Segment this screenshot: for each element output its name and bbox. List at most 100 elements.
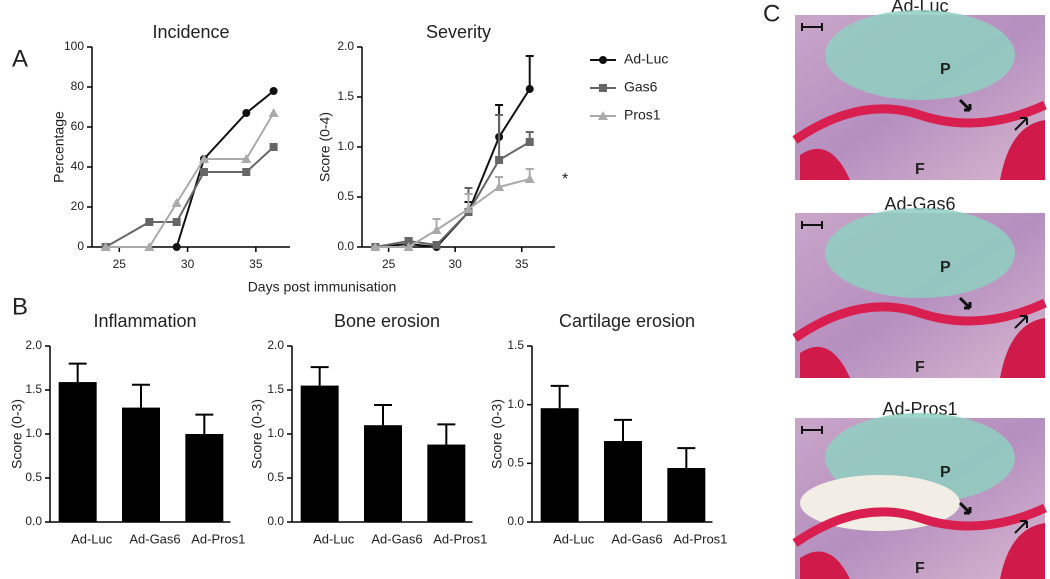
bar bbox=[364, 425, 402, 522]
cartilage bbox=[825, 208, 1015, 298]
y-tick-label: 0.5 bbox=[267, 470, 284, 484]
bone bbox=[800, 523, 1045, 579]
x-tick-label: Ad-Pros1 bbox=[433, 531, 487, 546]
point bbox=[370, 242, 381, 251]
point bbox=[524, 174, 535, 183]
point bbox=[199, 168, 208, 176]
error-bar bbox=[677, 447, 696, 469]
point bbox=[268, 108, 279, 117]
x-tick-label: Ad-Pros1 bbox=[673, 531, 727, 546]
bar bbox=[604, 441, 642, 522]
x-tick-label: 25 bbox=[382, 257, 396, 271]
x-tick-label: Ad-Gas6 bbox=[371, 531, 422, 546]
y-tick-label: 2.0 bbox=[25, 338, 42, 352]
y-tick-label: 1.0 bbox=[337, 139, 354, 153]
bone bbox=[800, 318, 1045, 378]
x-tick-label: Ad-Luc bbox=[553, 531, 595, 546]
region-label: F bbox=[915, 359, 925, 376]
x-tick-label: 25 bbox=[113, 257, 127, 271]
point bbox=[525, 85, 534, 93]
series-line bbox=[375, 141, 531, 248]
y-tick-label: 1.5 bbox=[507, 338, 524, 352]
error-bar bbox=[550, 384, 569, 409]
error-bar bbox=[68, 362, 87, 383]
y-tick-label: 1.5 bbox=[25, 382, 42, 396]
y-tick-label: 2.0 bbox=[337, 39, 354, 53]
y-tick-label: 0 bbox=[77, 239, 84, 253]
bar bbox=[185, 434, 224, 522]
error-bar bbox=[310, 366, 329, 386]
y-tick-label: 0.0 bbox=[25, 514, 42, 528]
point bbox=[242, 109, 251, 117]
panel-label: A bbox=[12, 45, 28, 72]
point bbox=[145, 218, 154, 226]
y-tick-label: 2.0 bbox=[267, 338, 284, 352]
bone bbox=[800, 120, 1045, 180]
point bbox=[241, 154, 252, 163]
error-bar bbox=[525, 55, 534, 89]
y-tick-label: 0.0 bbox=[337, 239, 354, 253]
x-axis-label: Days post immunisation bbox=[248, 279, 397, 295]
x-tick-label: 35 bbox=[515, 257, 529, 271]
legend-label: Gas6 bbox=[624, 79, 658, 95]
series-line bbox=[375, 178, 530, 248]
y-tick-label: 1.0 bbox=[507, 397, 524, 411]
point bbox=[269, 143, 278, 151]
scale-bar bbox=[801, 426, 823, 434]
y-tick-label: 1.0 bbox=[25, 426, 42, 440]
y-tick-label: 60 bbox=[71, 119, 85, 133]
series-line bbox=[375, 88, 531, 249]
point bbox=[100, 242, 111, 251]
y-tick-label: 0.0 bbox=[507, 514, 524, 528]
scale-bar bbox=[801, 221, 823, 229]
legend-marker bbox=[599, 84, 607, 92]
point bbox=[404, 237, 413, 245]
region-label: F bbox=[915, 560, 925, 577]
region-label: P bbox=[940, 464, 951, 481]
region-label: P bbox=[940, 61, 951, 78]
bar bbox=[667, 468, 706, 522]
point bbox=[198, 154, 209, 163]
y-axis-label: Score (0-3) bbox=[249, 399, 265, 469]
error-bar bbox=[495, 114, 504, 160]
y-tick-label: 100 bbox=[64, 39, 84, 53]
x-tick-label: Ad-Pros1 bbox=[191, 531, 245, 546]
y-tick-label: 80 bbox=[71, 79, 85, 93]
bone-edge bbox=[792, 503, 1047, 547]
error-bar bbox=[195, 413, 214, 434]
x-tick-label: Ad-Luc bbox=[313, 531, 355, 546]
bone-edge bbox=[792, 298, 1047, 342]
annotation: * bbox=[562, 171, 568, 188]
point bbox=[431, 225, 442, 234]
error-bar bbox=[132, 383, 150, 408]
series-line bbox=[105, 112, 275, 248]
panel-label: B bbox=[12, 293, 28, 320]
region-label: P bbox=[940, 259, 951, 276]
point bbox=[172, 243, 181, 251]
series-line bbox=[105, 146, 275, 248]
bar bbox=[427, 444, 466, 522]
y-axis-label: Percentage bbox=[51, 111, 67, 183]
chart-title: Incidence bbox=[152, 22, 229, 42]
arrow bbox=[958, 501, 972, 515]
arrow bbox=[1014, 520, 1028, 534]
panel-label: C bbox=[763, 0, 780, 27]
x-tick-label: Ad-Gas6 bbox=[129, 531, 180, 546]
x-tick-label: Ad-Luc bbox=[71, 531, 113, 546]
chart-title: Severity bbox=[426, 22, 491, 42]
point bbox=[242, 168, 251, 176]
point bbox=[171, 198, 182, 207]
bar bbox=[58, 382, 97, 522]
error-bar bbox=[614, 418, 632, 442]
point bbox=[525, 138, 534, 146]
image-title: Ad-Pros1 bbox=[882, 399, 957, 419]
y-tick-label: 1.5 bbox=[267, 382, 284, 396]
y-tick-label: 1.0 bbox=[267, 426, 284, 440]
cartilage bbox=[825, 10, 1015, 100]
error-bar bbox=[437, 423, 456, 445]
y-tick-label: 0.0 bbox=[267, 514, 284, 528]
bar bbox=[122, 407, 160, 522]
y-tick-label: 0.5 bbox=[337, 189, 354, 203]
bar bbox=[300, 385, 339, 522]
scale-bar bbox=[801, 23, 823, 31]
